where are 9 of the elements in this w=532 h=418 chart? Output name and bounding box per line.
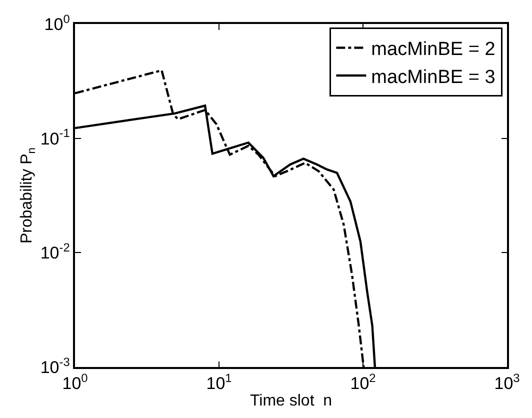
y-tick-label: 10$^{-2}$: [40, 240, 70, 263]
x-tick-label: 10$^{2}$: [350, 371, 376, 394]
x-tick-label: 10$^{1}$: [206, 371, 232, 394]
legend-label: macMinBE = 3: [371, 66, 496, 88]
x-axis-title: Time slot n: [250, 392, 332, 410]
x-tick-label: 10$^{3}$: [494, 371, 520, 394]
y-tick-label: 10$^{-1}$: [40, 126, 70, 148]
legend-label: macMinBE = 2: [371, 39, 496, 60]
y-tick-label: 10$^{0}$: [44, 12, 70, 34]
